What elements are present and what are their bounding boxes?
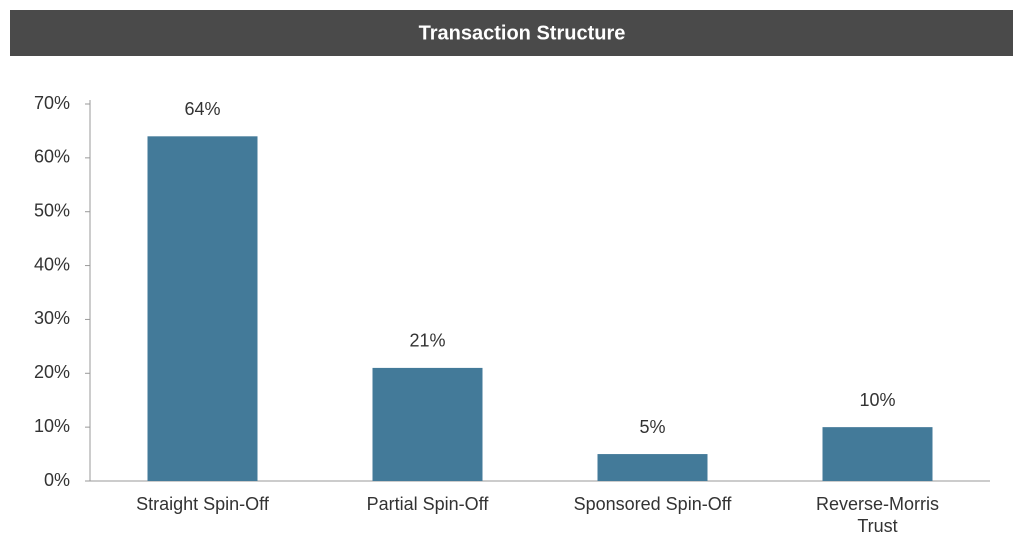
title-banner: [10, 10, 1013, 56]
bar: [147, 136, 258, 482]
x-tick-label: Reverse-Morris Trust: [816, 494, 939, 536]
y-tick-label: 60%: [34, 147, 70, 167]
x-tick-label: Sponsored Spin-Off: [574, 494, 733, 514]
data-label: 21%: [409, 331, 445, 351]
y-tick-label: 20%: [34, 362, 70, 382]
bar: [372, 367, 483, 481]
y-tick-label: 0%: [44, 470, 70, 490]
data-label: 10%: [859, 390, 895, 410]
bar: [597, 454, 708, 481]
y-tick-label: 50%: [34, 200, 70, 220]
y-tick-label: 30%: [34, 308, 70, 328]
chart-title: Transaction Structure: [419, 22, 626, 44]
x-tick-label: Straight Spin-Off: [136, 494, 270, 514]
y-tick-label: 70%: [34, 93, 70, 113]
bar: [822, 427, 933, 481]
data-label: 5%: [639, 417, 665, 437]
y-tick-label: 40%: [34, 254, 70, 274]
y-tick-label: 10%: [34, 416, 70, 436]
data-label: 64%: [184, 99, 220, 119]
x-tick-label: Partial Spin-Off: [367, 494, 490, 514]
